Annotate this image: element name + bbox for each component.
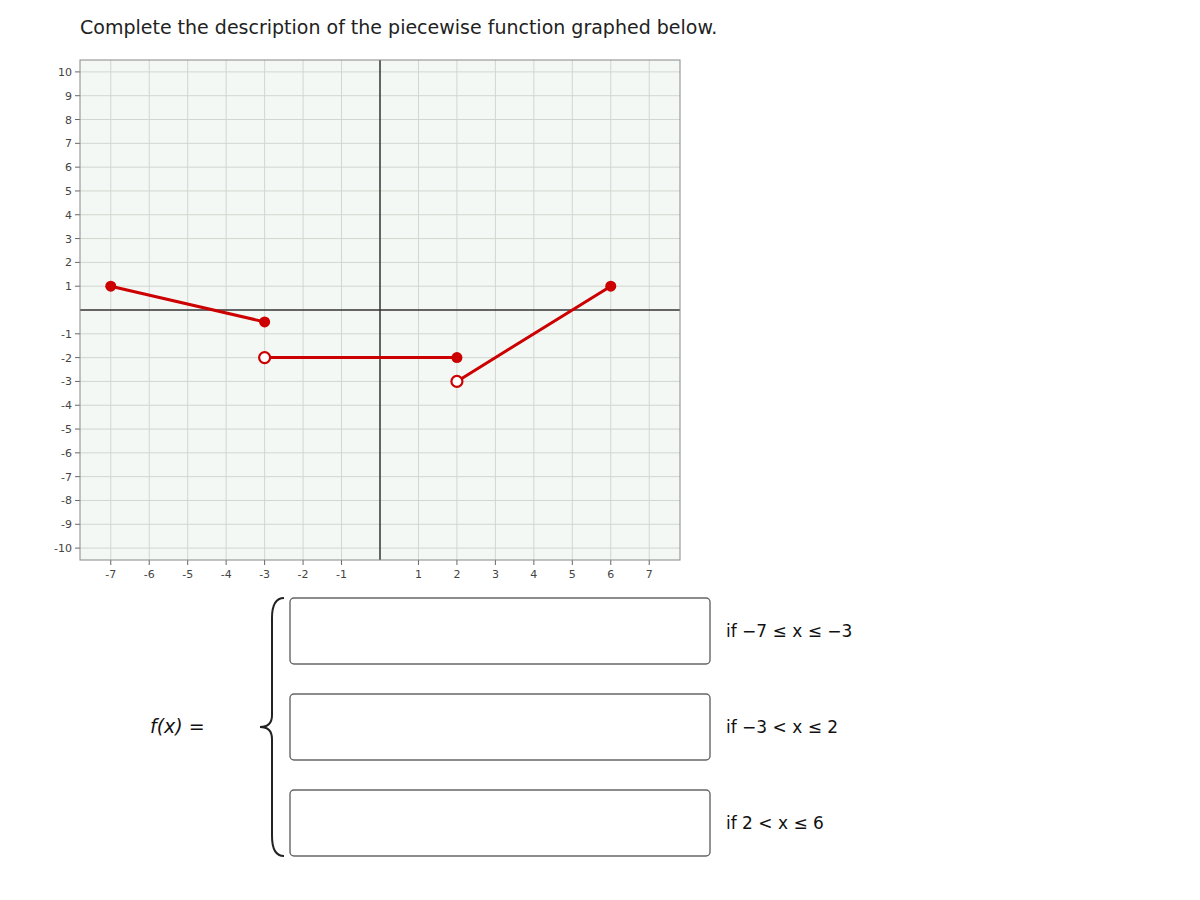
answer-box xyxy=(290,790,710,856)
y-tick xyxy=(75,143,80,144)
y-tick-label: -8 xyxy=(61,494,72,507)
y-tick-label: -1 xyxy=(61,328,72,341)
y-tick xyxy=(75,190,80,191)
x-tick-label: 7 xyxy=(646,568,653,581)
segment xyxy=(457,286,611,381)
y-tick xyxy=(75,357,80,358)
closed-endpoint xyxy=(259,316,270,327)
y-tick xyxy=(75,286,80,287)
x-tick-label: 4 xyxy=(530,568,537,581)
y-tick-label: -9 xyxy=(61,518,72,531)
x-tick xyxy=(341,560,342,565)
x-tick-label: -3 xyxy=(259,568,270,581)
x-tick xyxy=(303,560,304,565)
plot-area xyxy=(105,281,616,387)
x-tick-label: -6 xyxy=(144,568,155,581)
y-tick xyxy=(75,476,80,477)
closed-endpoint xyxy=(105,281,116,292)
x-tick-label: 5 xyxy=(569,568,576,581)
x-tick xyxy=(418,560,419,565)
x-tick xyxy=(572,560,573,565)
x-tick-label: -5 xyxy=(182,568,193,581)
x-tick xyxy=(649,560,650,565)
x-tick xyxy=(226,560,227,565)
x-tick-label: 2 xyxy=(453,568,460,581)
y-tick xyxy=(75,71,80,72)
y-tick-label: 5 xyxy=(65,185,72,198)
x-tick-label: 3 xyxy=(492,568,499,581)
y-tick-label: 1 xyxy=(65,280,72,293)
y-tick-label: 8 xyxy=(65,114,72,127)
x-tick-label: -2 xyxy=(298,568,309,581)
closed-endpoint xyxy=(605,281,616,292)
segment xyxy=(265,356,457,359)
y-tick xyxy=(75,238,80,239)
y-tick xyxy=(75,548,80,549)
x-tick xyxy=(187,560,188,565)
x-axis-line xyxy=(80,309,680,311)
y-tick-label: 3 xyxy=(65,233,72,246)
y-tick-label: -7 xyxy=(61,471,72,484)
x-tick-label: 6 xyxy=(607,568,614,581)
y-tick xyxy=(75,167,80,168)
y-tick-label: 7 xyxy=(65,137,72,150)
segment xyxy=(111,286,265,322)
y-tick-label: -3 xyxy=(61,375,72,388)
y-tick xyxy=(75,452,80,453)
y-tick xyxy=(75,262,80,263)
x-tick xyxy=(495,560,496,565)
y-tick xyxy=(75,524,80,525)
y-tick-label: -2 xyxy=(61,352,72,365)
y-tick-label: -6 xyxy=(61,447,72,460)
y-tick-label: -4 xyxy=(61,399,72,412)
x-tick xyxy=(149,560,150,565)
open-endpoint xyxy=(259,352,270,363)
function-label: f(x) = xyxy=(150,715,205,737)
open-endpoint xyxy=(451,376,462,387)
x-tick xyxy=(533,560,534,565)
x-tick-label: 1 xyxy=(415,568,422,581)
x-tick xyxy=(110,560,111,565)
grid-line-y xyxy=(80,357,680,358)
y-tick xyxy=(75,500,80,501)
condition: if −3 < x ≤ 2 xyxy=(726,717,838,737)
y-tick xyxy=(75,381,80,382)
answer-box xyxy=(290,598,710,664)
y-tick-label: -5 xyxy=(61,423,72,436)
y-tick xyxy=(75,405,80,406)
plot-frame xyxy=(80,60,680,560)
x-tick-label: -4 xyxy=(221,568,232,581)
title: Complete the description of the piecewis… xyxy=(80,16,717,38)
y-tick xyxy=(75,429,80,430)
y-tick xyxy=(75,95,80,96)
y-tick-label: 4 xyxy=(65,209,72,222)
chart: Complete the description of the piecewis… xyxy=(0,0,1200,900)
x-tick xyxy=(456,560,457,565)
y-tick-label: -10 xyxy=(54,542,72,555)
x-tick-label: -1 xyxy=(336,568,347,581)
y-tick xyxy=(75,119,80,120)
y-tick-label: 6 xyxy=(65,161,72,174)
closed-endpoint xyxy=(451,352,462,363)
y-tick-label: 9 xyxy=(65,90,72,103)
plot-background xyxy=(80,60,680,560)
y-tick-label: 2 xyxy=(65,256,72,269)
condition: if −7 ≤ x ≤ −3 xyxy=(726,621,852,641)
y-tick xyxy=(75,214,80,215)
y-tick-label: 10 xyxy=(58,66,72,79)
x-tick xyxy=(264,560,265,565)
condition: if 2 < x ≤ 6 xyxy=(726,813,824,833)
x-tick-label: -7 xyxy=(105,568,116,581)
y-tick xyxy=(75,333,80,334)
brace xyxy=(260,598,284,856)
x-tick xyxy=(610,560,611,565)
answer-box xyxy=(290,694,710,760)
